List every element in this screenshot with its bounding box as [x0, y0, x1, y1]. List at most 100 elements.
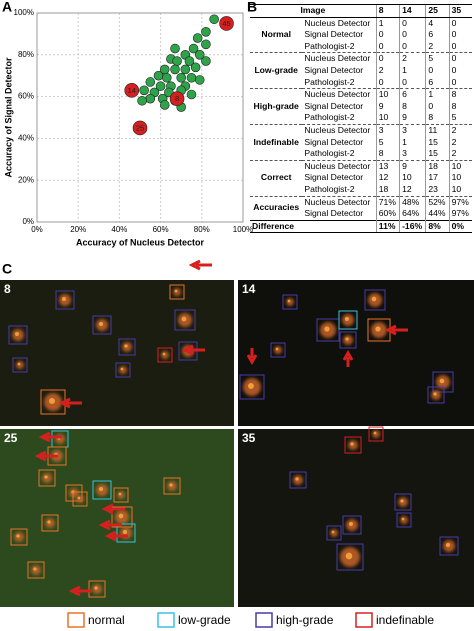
- row-label: Nucleus Detector: [304, 17, 371, 28]
- cell: 0: [448, 40, 472, 53]
- header-cell: 35: [448, 4, 472, 18]
- cell: 8: [425, 112, 450, 125]
- group-label: Indefinable: [250, 123, 303, 161]
- signal: [62, 297, 66, 301]
- cell: 9: [399, 159, 426, 173]
- image-label: 8: [4, 282, 11, 296]
- micrograph: 14: [238, 280, 474, 426]
- cell: 0: [425, 100, 450, 113]
- detection-box: [38, 469, 56, 487]
- cell: 0: [375, 40, 400, 53]
- signal: [16, 534, 20, 538]
- nucleus: [173, 288, 181, 296]
- signal: [248, 383, 254, 389]
- table-row: Pathologist-2 18 12 23 10: [250, 183, 472, 196]
- cell: 0: [448, 52, 472, 65]
- detection-box: [115, 362, 131, 378]
- nucleus: [16, 361, 24, 369]
- cell: 1: [425, 88, 450, 101]
- cell: 10: [448, 183, 472, 196]
- cell: 6: [425, 76, 450, 89]
- highlight-point: [132, 120, 148, 136]
- point-label: 14: [128, 86, 136, 95]
- cell: 9: [375, 100, 400, 113]
- signal: [433, 392, 437, 396]
- arrow: [58, 397, 82, 409]
- point: [170, 64, 180, 75]
- signal: [345, 337, 349, 341]
- arrow: [342, 349, 354, 367]
- detection-box: [27, 561, 45, 579]
- cell: 3: [399, 148, 426, 161]
- cell: 60%: [375, 208, 400, 221]
- cell: 0%: [448, 219, 472, 234]
- cell: 1: [399, 64, 426, 77]
- point: [153, 70, 164, 81]
- cell: 10: [448, 159, 472, 173]
- panel-label: C: [2, 261, 12, 277]
- cell: 0: [448, 64, 472, 77]
- table-row: Signal Detector 9 8 0 8: [250, 100, 472, 113]
- signal: [446, 543, 450, 547]
- detection-box: [163, 477, 181, 495]
- signal: [181, 316, 187, 322]
- legend-swatch: [355, 612, 373, 628]
- signal: [118, 513, 124, 519]
- signal: [345, 552, 353, 560]
- row-label: Pathologist-2: [304, 183, 355, 194]
- signal: [350, 442, 354, 446]
- panel-label: A: [2, 0, 12, 15]
- cell: 8: [375, 148, 400, 161]
- group-label: Accuracies: [250, 195, 303, 221]
- signal: [439, 378, 445, 384]
- point: [159, 100, 170, 110]
- point: [194, 75, 205, 85]
- arrow: [384, 324, 408, 336]
- table-row: Pathologist-2 10 9 8 5: [250, 112, 472, 125]
- signal: [17, 362, 21, 366]
- image-label: 35: [242, 431, 256, 445]
- table-row: Indefinable Nucleus Detector 3 3 11 2: [250, 123, 472, 161]
- signal: [49, 398, 55, 404]
- cell: 0: [425, 64, 450, 77]
- detection-box: [368, 426, 384, 442]
- point: [190, 62, 201, 73]
- plot-frame: [36, 12, 244, 223]
- cell: 2: [448, 136, 472, 149]
- signal: [400, 499, 404, 503]
- cell: 3: [375, 123, 400, 137]
- detection-box: [427, 386, 445, 404]
- point: [188, 43, 199, 54]
- arrow: [246, 348, 258, 366]
- point: [201, 27, 211, 37]
- detection-box: [116, 523, 136, 543]
- signal: [174, 289, 178, 293]
- detection-box: [12, 357, 28, 373]
- cell: 0: [399, 76, 426, 89]
- arrow: [34, 450, 58, 462]
- detection-box: [336, 543, 364, 571]
- point: [172, 56, 182, 66]
- table-row: Signal Detector 2 1 0 0: [250, 64, 472, 77]
- signal: [345, 317, 349, 321]
- cell: 1: [399, 136, 426, 149]
- detection-box: [72, 491, 88, 507]
- micrograph-background: [238, 280, 474, 426]
- arrow: [38, 431, 62, 443]
- table-row: Signal Detector 12 10 17 10: [250, 172, 472, 184]
- signal: [324, 326, 330, 332]
- row-label: Difference: [250, 219, 377, 234]
- difference-row: Difference 11% -16% 8% 0%: [250, 219, 472, 234]
- detection-box: [326, 525, 342, 541]
- group-label: High-grade: [250, 88, 303, 125]
- signal: [15, 332, 19, 336]
- cell: 0: [448, 29, 472, 41]
- cell: 2: [448, 123, 472, 137]
- detection-box: [282, 294, 298, 310]
- image-label: 14: [242, 282, 256, 296]
- detection-box: [396, 512, 412, 528]
- signal: [123, 530, 127, 534]
- cell: 8: [448, 100, 472, 113]
- cell: -16%: [399, 219, 426, 234]
